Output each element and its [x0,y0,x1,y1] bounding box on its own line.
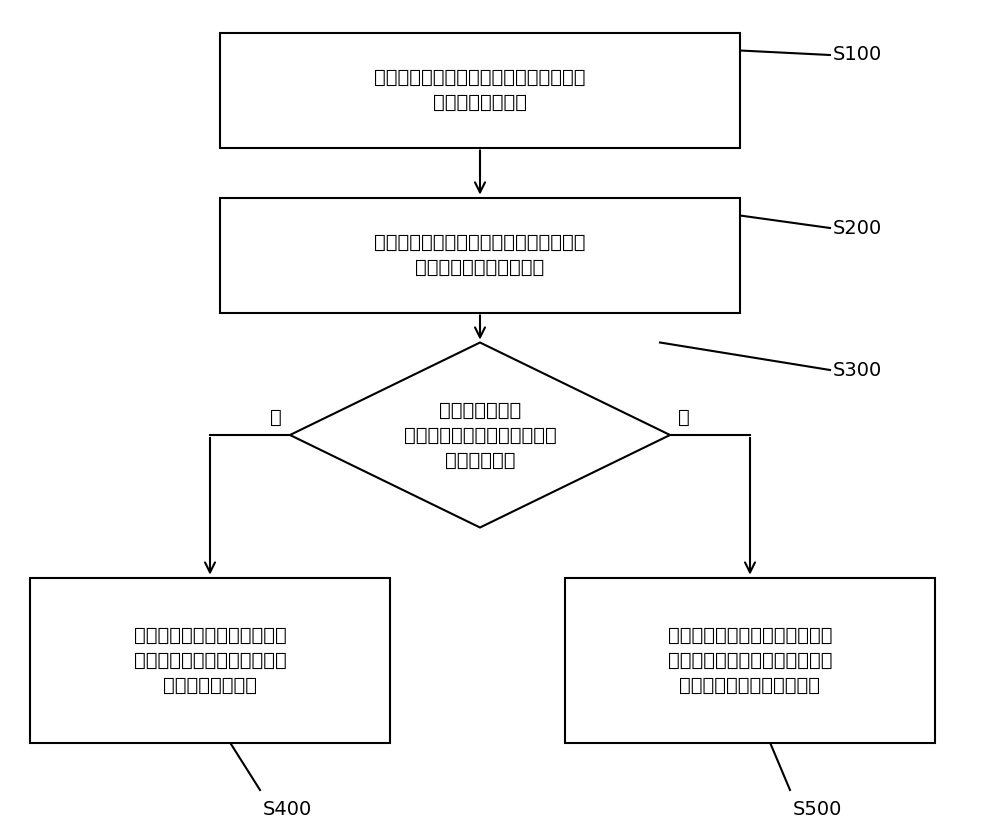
Text: S400: S400 [263,800,312,819]
Text: 对安装有户用光伏电站的区域进行划分，
得到多个网格区域: 对安装有户用光伏电站的区域进行划分， 得到多个网格区域 [374,68,586,112]
Bar [565,577,935,743]
Text: S200: S200 [833,219,882,238]
Text: S500: S500 [793,800,842,819]
Polygon shape [290,343,670,528]
Text: S100: S100 [833,45,882,64]
Text: 判定所述户用光伏电站停机故障
的原因为户用光伏电站内部故障
导致，此时才生成报警信息: 判定所述户用光伏电站停机故障 的原因为户用光伏电站内部故障 导致，此时才生成报警… [668,625,832,695]
Text: 统计所述网格区域中在指定时长内停机的
所述户用光伏电站的数量: 统计所述网格区域中在指定时长内停机的 所述户用光伏电站的数量 [374,233,586,277]
Bar [220,197,740,312]
Text: 是: 是 [678,408,690,427]
Bar [30,577,390,743]
Text: 判定所述户用光伏电站停机故
障的原因为外线故障导致，此
时不生成报警信息: 判定所述户用光伏电站停机故 障的原因为外线故障导致，此 时不生成报警信息 [134,625,286,695]
Text: 判断停机的所述
户用光伏电站的所述数量是否
小于设定数量: 判断停机的所述 户用光伏电站的所述数量是否 小于设定数量 [404,401,556,469]
Text: 否: 否 [270,408,282,427]
Bar [220,32,740,148]
Text: S300: S300 [833,360,882,379]
